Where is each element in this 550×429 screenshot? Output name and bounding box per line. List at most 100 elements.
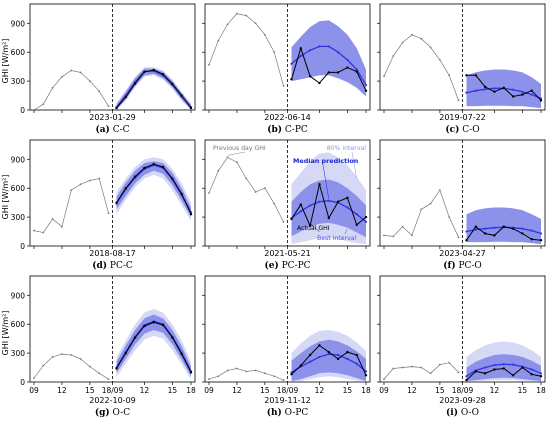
actual-point [502, 86, 505, 90]
history-point [61, 353, 63, 355]
x-tick-label: 18 [536, 386, 546, 395]
history-point [254, 22, 257, 25]
history-point [420, 366, 423, 369]
history-point [236, 367, 238, 370]
median-point [327, 45, 330, 48]
median-point [299, 54, 302, 58]
actual-point [152, 68, 155, 72]
annotation-arrow [227, 151, 246, 156]
history-point [411, 365, 413, 368]
inner-band-best [291, 179, 366, 238]
actual-point [290, 373, 293, 376]
actual-point [290, 77, 293, 81]
actual-point [346, 350, 349, 354]
history-point [245, 14, 248, 17]
actual-point [465, 74, 468, 77]
y-axis-label: GHI [W/m²] [1, 39, 10, 84]
history-point [392, 235, 395, 238]
median-point [309, 360, 312, 363]
panel-caption: (h) O-PC [267, 407, 309, 418]
history-point [254, 191, 257, 193]
history-point [392, 55, 395, 57]
history-point [98, 372, 101, 375]
actual-point [180, 352, 183, 356]
panel-caption: (g) O-C [95, 407, 130, 418]
actual-point [521, 366, 524, 369]
inner-band-best [291, 339, 366, 381]
history-point [282, 85, 285, 87]
median-point [299, 210, 302, 213]
median-point [530, 368, 533, 371]
history-point [217, 375, 220, 378]
history-point [88, 179, 91, 182]
history-point [226, 369, 229, 372]
x-tick-label: 15 [343, 386, 353, 395]
median-point [539, 372, 543, 375]
median-point [355, 213, 358, 216]
median-point [364, 220, 368, 224]
y-tick-label: 0 [20, 106, 25, 115]
annotation-median: Median prediction [293, 157, 359, 165]
history-point [401, 225, 404, 228]
actual-point [474, 225, 478, 228]
actual-point [530, 373, 533, 376]
x-tick-label: 12 [315, 386, 325, 395]
actual-point [189, 213, 193, 216]
median-point [493, 87, 496, 90]
actual-point [511, 227, 515, 230]
median-point [465, 375, 468, 378]
panel-pc-pc: 2021-05-21 (e) PC-PC Previous day GHI 80% i… [202, 139, 371, 271]
panel-caption: (c) C-O [445, 124, 479, 135]
history-point [79, 71, 82, 74]
x-tick-label: 15 [518, 386, 528, 395]
panel-date: 2022-10-09 [89, 396, 136, 405]
actual-point [474, 370, 478, 373]
history-point [236, 161, 238, 164]
panel-date: 2023-09-28 [439, 396, 486, 405]
history-point [42, 103, 45, 106]
median-point [465, 91, 468, 94]
y-axis-label: GHI [W/m²] [1, 311, 10, 356]
actual-point [511, 95, 515, 98]
panel-date: 2023-01-29 [89, 113, 136, 122]
outer-band-80 [116, 67, 191, 110]
history-point [107, 212, 110, 215]
panel-c-c: 0 300 600 900 GHI [W/m²] 2023-01-29 (a) C-C [1, 3, 196, 135]
median-point [327, 199, 330, 202]
panel-o-c: 0 300 600 900 09 12 15 18/09 12 15 18 GHI [W/m²] 202… [1, 275, 196, 418]
actual-point [474, 74, 478, 77]
actual-point [171, 336, 174, 339]
median-point [290, 62, 293, 65]
history-point [383, 378, 385, 381]
median-point [346, 357, 349, 360]
median-point [318, 45, 321, 48]
annotation-80-interval: 80% interval [327, 145, 367, 152]
annotation-arrow [310, 223, 320, 232]
history-point [429, 372, 432, 375]
actual-point [299, 203, 303, 206]
actual-point [355, 353, 358, 357]
actual-point [539, 99, 543, 102]
actual-point [493, 368, 496, 371]
history-point [263, 33, 266, 36]
history-point [98, 90, 101, 93]
actual-point [152, 321, 155, 324]
history-point [33, 377, 35, 380]
x-tick-label: 12 [232, 386, 242, 395]
y-tick-label: 300 [11, 77, 26, 86]
median-point [318, 355, 321, 359]
history-point [79, 357, 82, 360]
x-tick-label: 15 [168, 386, 178, 395]
history-point [98, 177, 101, 180]
y-tick-label: 900 [11, 291, 26, 300]
x-tick-label: 18/09 [102, 386, 124, 395]
actual-point [539, 375, 543, 378]
panel-pc-c: 0 300 600 900 GHI [W/m²] 2018-08-17 (d) PC-C [1, 139, 196, 271]
history-point [401, 366, 404, 369]
history-point [448, 216, 451, 218]
panel-caption: (i) O-O [446, 407, 479, 418]
panel-caption: (b) C-PC [267, 124, 308, 135]
x-tick-label: 18/09 [452, 386, 474, 395]
actual-point [483, 85, 487, 89]
